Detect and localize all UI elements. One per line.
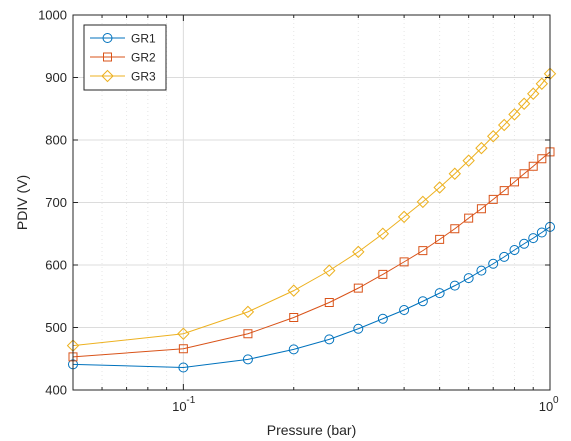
legend-label: GR3 (131, 70, 156, 84)
y-tick-label: 400 (45, 383, 67, 398)
legend-marker (102, 33, 113, 43)
series-gr1 (68, 221, 555, 373)
y-tick-label: 800 (45, 133, 67, 148)
grid (73, 15, 550, 390)
legend: GR1 GR2 GR3 (83, 24, 167, 91)
data-point (448, 167, 462, 180)
data-point (435, 234, 445, 244)
data-point (527, 87, 540, 100)
x-tick-label-base: 10 (539, 399, 553, 414)
data-point (499, 251, 510, 262)
ticks (73, 14, 551, 391)
data-point (399, 257, 409, 267)
data-point (289, 313, 299, 322)
data-point (288, 344, 299, 355)
data-point (324, 334, 335, 345)
data-point (517, 97, 531, 110)
data-point (476, 204, 486, 214)
y-tick-label: 900 (45, 70, 67, 85)
series-gr2 (68, 147, 555, 362)
series-line (72, 73, 551, 347)
data-point (242, 354, 253, 365)
data-point (462, 154, 475, 167)
data-point (476, 265, 487, 276)
x-tick-label: 10 0 (539, 395, 559, 414)
data-point (536, 227, 547, 238)
data-point (519, 238, 530, 249)
y-tick-label: 700 (45, 195, 67, 210)
data-point (418, 246, 428, 256)
data-point (397, 210, 411, 224)
series-line (72, 226, 551, 369)
legend-entry: GR2 (90, 51, 156, 65)
data-point (352, 245, 365, 259)
data-point (287, 284, 300, 297)
legend-label: GR2 (131, 51, 156, 65)
data-point (487, 130, 500, 143)
data-point (324, 298, 334, 307)
data-point (178, 344, 188, 354)
data-point (475, 141, 488, 155)
data-point (535, 77, 549, 90)
data-point (497, 118, 511, 132)
x-axis-label: Pressure (bar) (267, 422, 356, 438)
series-layer (66, 67, 557, 373)
data-point (241, 305, 255, 319)
data-point (488, 258, 499, 269)
x-tick-label-exponent: -1 (186, 395, 195, 406)
x-tick-label-exponent: 0 (553, 395, 559, 406)
data-point (528, 233, 539, 244)
data-point (488, 194, 498, 204)
data-point (449, 280, 460, 291)
data-point (378, 269, 388, 279)
legend-entry: GR1 (90, 32, 156, 46)
data-point (537, 154, 547, 164)
data-point (499, 186, 509, 196)
data-point (509, 177, 519, 187)
y-tick-label: 600 (45, 258, 67, 273)
y-tick-label: 1000 (38, 8, 67, 23)
data-point (508, 108, 521, 121)
data-point (434, 288, 445, 299)
legend-marker (101, 69, 114, 83)
legend-entry: GR3 (90, 70, 156, 84)
data-point (353, 283, 363, 293)
data-point (243, 329, 253, 339)
data-point (323, 264, 336, 277)
data-point (519, 169, 529, 179)
data-point (433, 181, 446, 194)
data-point (399, 305, 410, 315)
series-line (72, 151, 551, 358)
data-point (416, 195, 430, 209)
data-point (463, 273, 474, 284)
x-tick-label: 10 -1 (172, 395, 196, 414)
data-point (450, 224, 460, 234)
data-point (353, 323, 364, 334)
data-point (177, 327, 190, 340)
data-point (178, 362, 189, 373)
y-axis-label: PDIV (V) (14, 175, 30, 230)
data-point (528, 161, 538, 171)
data-point (464, 213, 474, 223)
legend-marker (103, 52, 112, 62)
data-point (376, 227, 390, 240)
data-point (417, 296, 428, 307)
data-point (377, 313, 388, 324)
y-tick-label: 500 (45, 320, 67, 335)
x-tick-label-base: 10 (172, 399, 186, 414)
data-point (509, 245, 520, 255)
legend-label: GR1 (131, 32, 156, 46)
